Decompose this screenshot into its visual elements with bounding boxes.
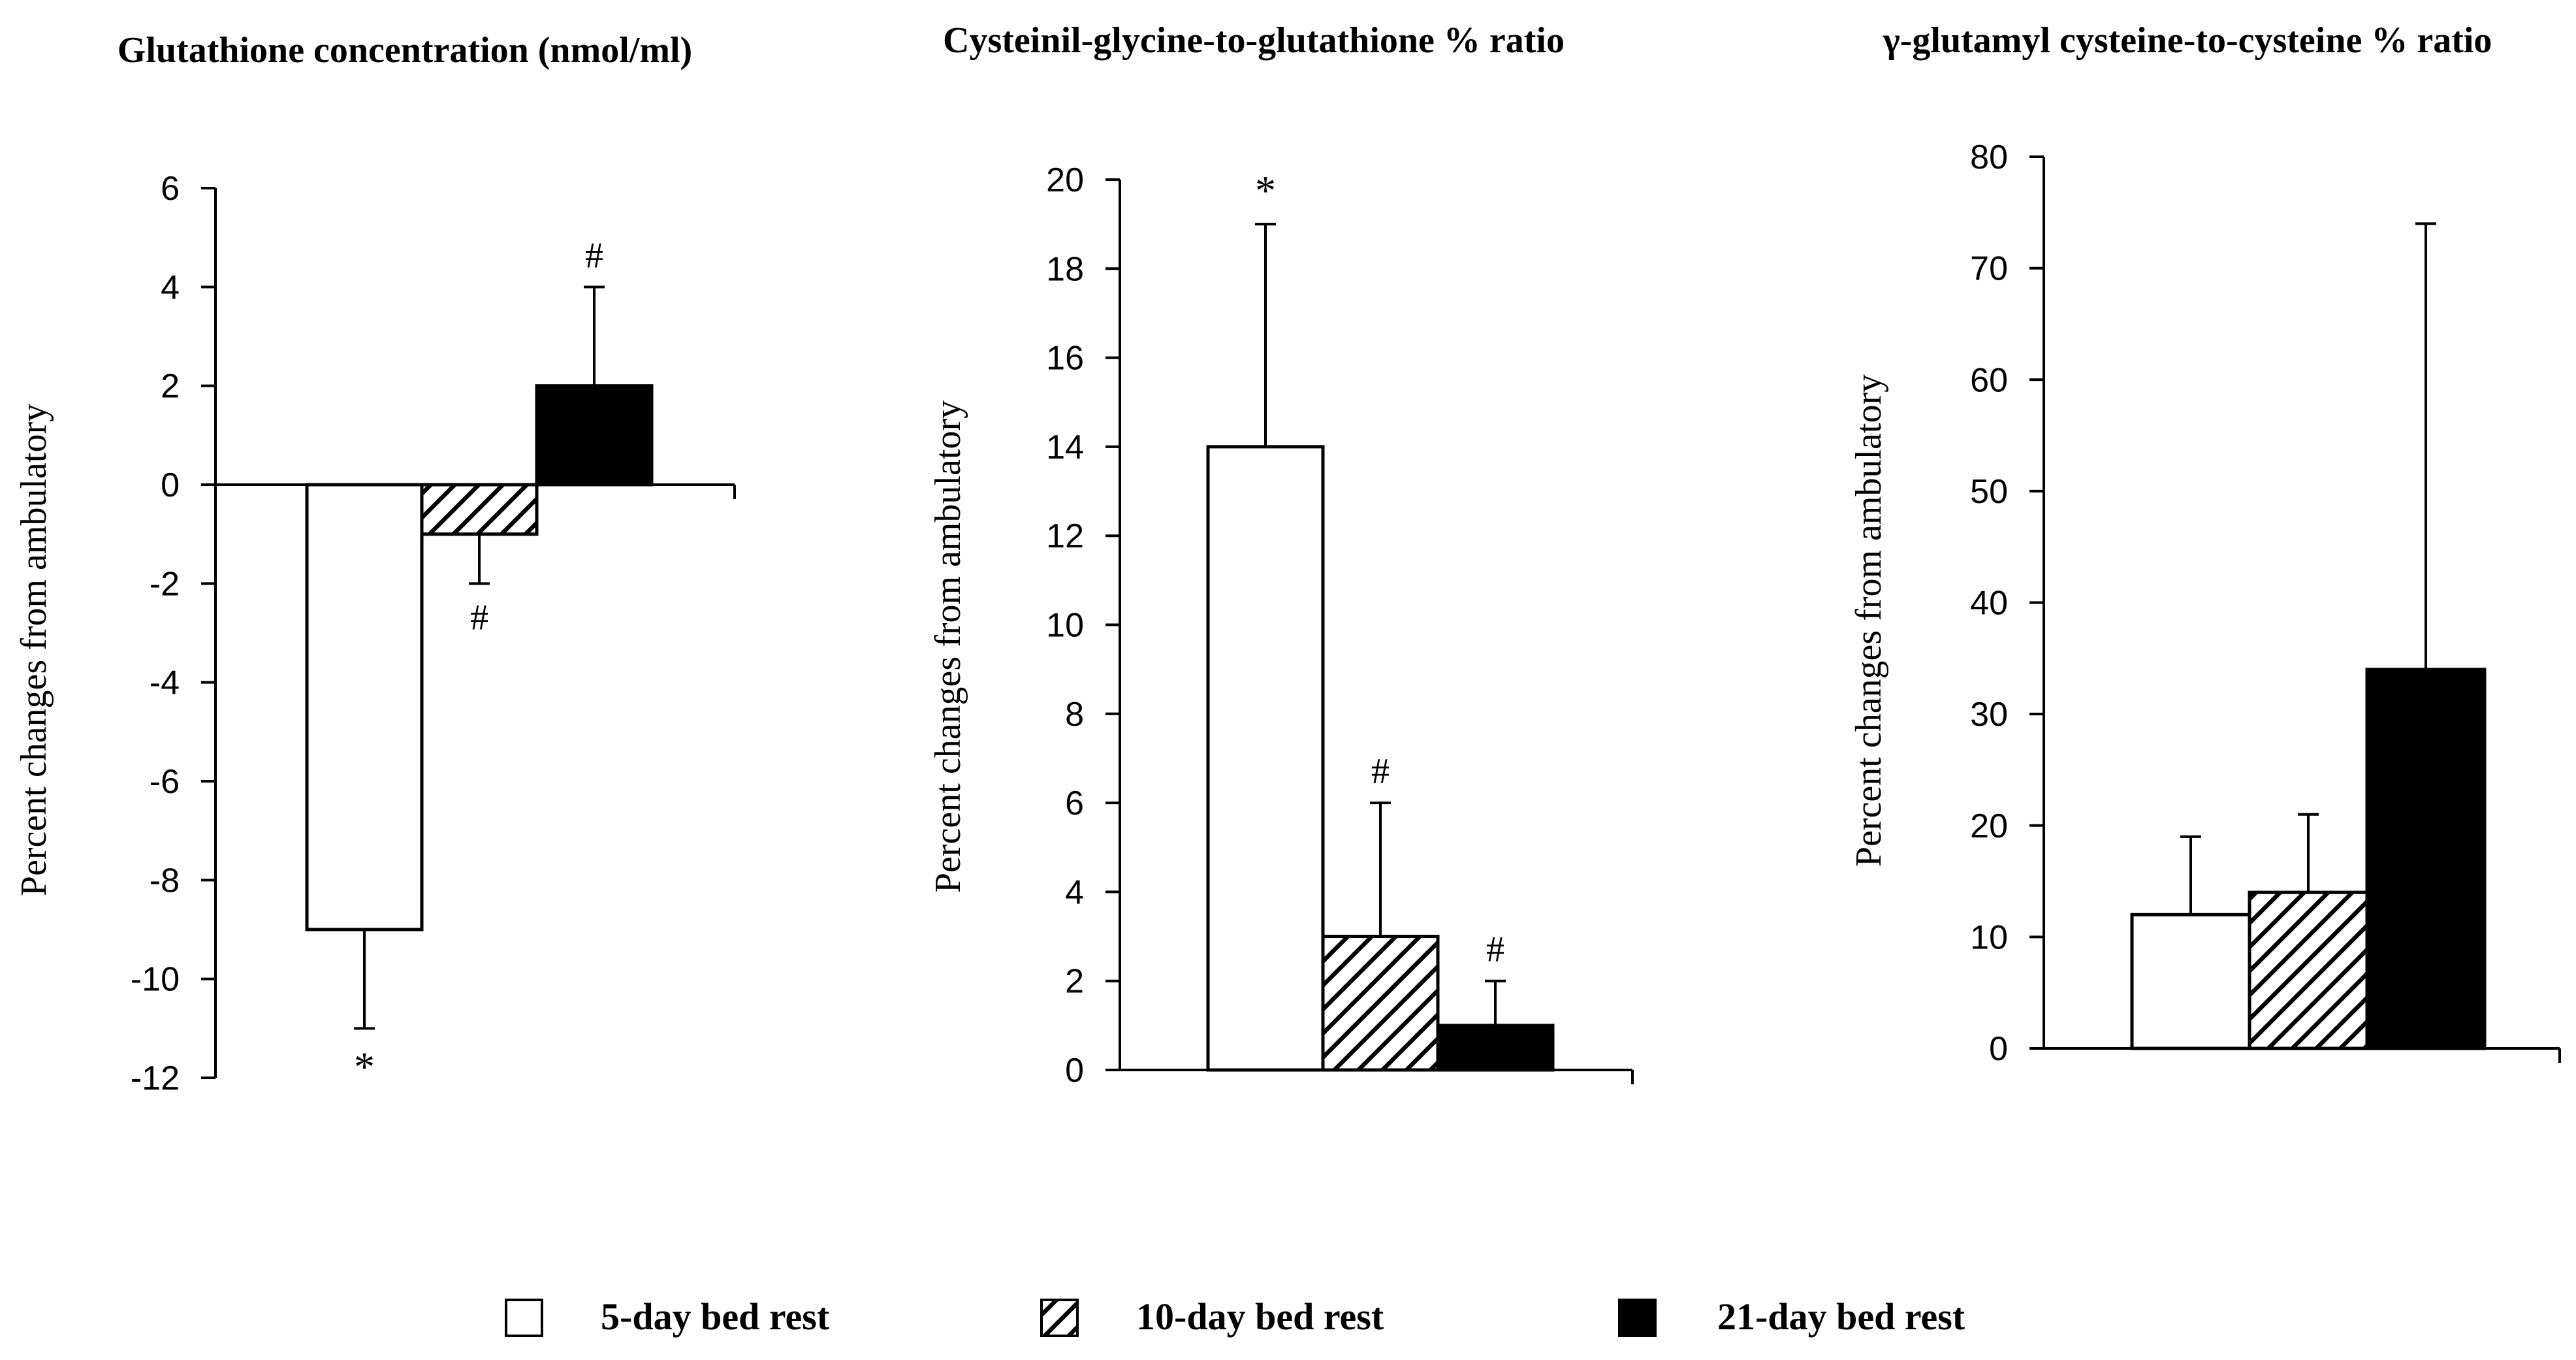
y-tick-label: 50 <box>1970 473 2008 511</box>
y-tick-label: 0 <box>1065 1052 1084 1090</box>
y-tick-label: 6 <box>161 170 180 208</box>
y-tick-label: 12 <box>1046 517 1084 555</box>
significance-marker: * <box>354 1043 375 1090</box>
y-tick-label: 8 <box>1065 696 1084 734</box>
bar-21day <box>1436 1024 1555 1072</box>
significance-marker: # <box>1371 751 1390 792</box>
y-axis-label: Percent changes from ambulatory <box>928 400 968 893</box>
y-tick-label: 4 <box>161 268 180 306</box>
significance-marker: # <box>1486 930 1504 970</box>
y-tick-label: 40 <box>1970 585 2008 623</box>
y-tick-label: 2 <box>161 368 180 406</box>
legend-swatch-5day <box>505 1299 543 1337</box>
y-tick-label: 20 <box>1046 161 1084 199</box>
significance-marker: # <box>470 597 488 638</box>
chart-title: Cysteinil-glycine-to-glutathione % ratio <box>943 20 1565 61</box>
y-tick-label: 16 <box>1046 340 1084 378</box>
chart-title: Glutathione concentration (nmol/ml) <box>118 30 692 71</box>
significance-marker: # <box>585 235 603 276</box>
y-tick-label: 10 <box>1970 918 2008 956</box>
legend-label-5day: 5-day bed rest <box>601 1295 830 1338</box>
y-tick-label: 2 <box>1065 963 1084 1001</box>
y-tick-label: -12 <box>131 1060 180 1097</box>
chart-title: γ-glutamyl cysteine-to-cysteine % ratio <box>1883 20 2492 61</box>
bar-21day <box>535 384 654 487</box>
bar-10day <box>1321 935 1440 1072</box>
bar-5day <box>2130 913 2251 1050</box>
y-tick-label: 80 <box>1970 138 2008 176</box>
y-tick-label: 60 <box>1970 361 2008 399</box>
y-tick-label: -10 <box>131 961 180 999</box>
y-tick-label: -2 <box>150 565 180 603</box>
y-tick-label: 14 <box>1046 429 1084 466</box>
legend-label-21day: 21-day bed rest <box>1717 1295 1965 1338</box>
y-axis-label: Percent changes from ambulatory <box>1849 374 1889 867</box>
y-tick-label: -6 <box>150 763 180 801</box>
y-axis-label: Percent changes from ambulatory <box>14 404 54 896</box>
y-tick-label: 70 <box>1970 250 2008 288</box>
bar-10day <box>420 483 539 536</box>
bar-5day <box>1206 445 1325 1072</box>
y-tick-label: 0 <box>1989 1030 2008 1068</box>
y-tick-label: 6 <box>1065 785 1084 822</box>
y-tick-label: 4 <box>1065 873 1084 911</box>
legend: 5-day bed rest 10-day bed rest 21-day be… <box>505 1295 1965 1338</box>
chart-panel-glutathione: Glutathione concentration (nmol/ml) Perc… <box>14 30 736 1097</box>
y-tick-label: 0 <box>161 466 180 504</box>
bar-5day <box>305 483 424 931</box>
y-tick-label: 18 <box>1046 250 1084 288</box>
y-tick-label: 20 <box>1970 807 2008 845</box>
bar-21day <box>2365 668 2487 1050</box>
significance-marker: * <box>1255 167 1276 214</box>
y-tick-label: 30 <box>1970 696 2008 734</box>
chart-panel-gglucys-ratio: γ-glutamyl cysteine-to-cysteine % ratio … <box>1849 20 2561 1068</box>
y-tick-label: -8 <box>150 862 180 899</box>
bar-10day <box>2248 890 2369 1050</box>
chart-panel-cysgly-ratio: Cysteinil-glycine-to-glutathione % ratio… <box>928 20 1634 1090</box>
legend-swatch-10day <box>1040 1299 1079 1337</box>
legend-label-10day: 10-day bed rest <box>1136 1295 1384 1338</box>
y-tick-label: -4 <box>150 664 180 702</box>
legend-swatch-21day <box>1618 1299 1657 1337</box>
y-tick-label: 10 <box>1046 607 1084 645</box>
